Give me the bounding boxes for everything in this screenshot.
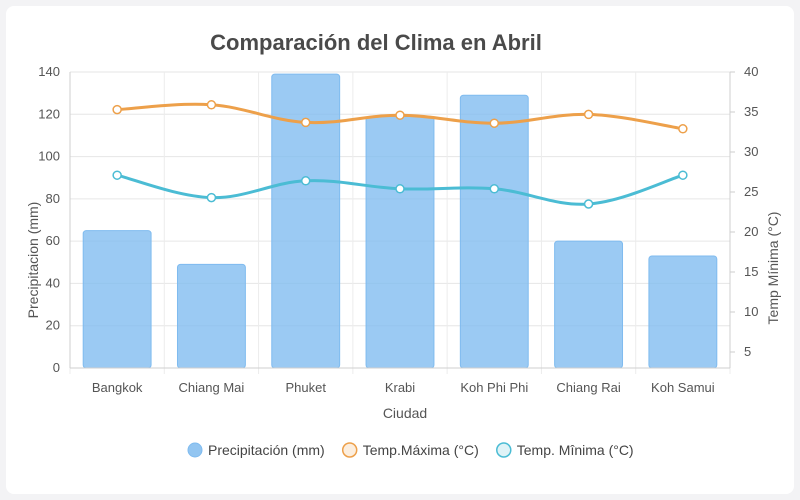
x-tick-label: Krabi bbox=[385, 380, 415, 395]
legend-swatch bbox=[187, 442, 203, 458]
bar bbox=[82, 230, 152, 369]
bar bbox=[554, 240, 624, 369]
temp-max-point bbox=[583, 109, 594, 120]
y2-tick-label: 5 bbox=[744, 344, 751, 359]
temp-min-point bbox=[489, 184, 500, 194]
x-axis-title: Ciudad bbox=[383, 405, 427, 421]
temp-min-point bbox=[300, 176, 311, 186]
temp-max-point bbox=[489, 118, 500, 128]
x-tick-label: Bangkok bbox=[92, 380, 143, 395]
legend-item: Temp. Mînima (°C) bbox=[496, 442, 634, 458]
chart-card: Comparación del Clima en Abril 0 20 40 60 80… bbox=[6, 6, 794, 494]
y2-tick-label: 40 bbox=[744, 64, 758, 79]
temp-max-point bbox=[206, 100, 217, 110]
legend-label: Temp.Máxima (°C) bbox=[363, 442, 479, 458]
x-tick-label: Chiang Mai bbox=[179, 380, 245, 395]
y-tick-label: 60 bbox=[46, 233, 60, 248]
y-tick-label: 0 bbox=[53, 360, 60, 375]
y-tick-label: 20 bbox=[46, 318, 60, 333]
x-tick-label: Koh Phi Phi bbox=[460, 380, 528, 395]
x-tick-label: Phuket bbox=[285, 380, 326, 395]
temp-min-point bbox=[395, 184, 405, 194]
bar bbox=[365, 115, 435, 369]
temp-max-point bbox=[112, 104, 122, 115]
bar bbox=[176, 263, 246, 369]
y2-tick-label: 15 bbox=[744, 264, 758, 279]
chart-title: Comparación del Clima en Abril bbox=[210, 30, 542, 55]
temp-min-point bbox=[583, 199, 594, 209]
y2-tick-label: 35 bbox=[744, 104, 758, 119]
legend-swatch bbox=[341, 442, 358, 458]
temp-max-point bbox=[300, 117, 311, 128]
legend-item: Precipitación (mm) bbox=[187, 442, 325, 458]
y2-tick-label: 20 bbox=[744, 224, 758, 239]
y2-axis-title: Temp Mínima (°C) bbox=[765, 212, 781, 325]
x-tick-label: Koh Samui bbox=[651, 380, 715, 395]
climate-chart: Comparación del Clima en Abril 0 20 40 60 80… bbox=[25, 30, 781, 458]
temp-min-point bbox=[206, 192, 217, 203]
temp-min-point bbox=[678, 170, 688, 180]
temp-max-point bbox=[395, 110, 405, 120]
legend-label: Temp. Mînima (°C) bbox=[517, 442, 634, 458]
bar-series bbox=[82, 73, 718, 369]
temp-max-point bbox=[678, 124, 688, 134]
y-tick-label: 100 bbox=[38, 149, 60, 164]
legend: Precipitación (mm) Temp.Máxima (°C) Temp. … bbox=[187, 442, 634, 458]
axes bbox=[69, 71, 735, 369]
temp-min-point bbox=[112, 170, 122, 180]
y2-tick-label: 25 bbox=[744, 184, 758, 199]
y-tick-label: 140 bbox=[38, 64, 60, 79]
line-series bbox=[112, 100, 688, 209]
y-tick-label: 120 bbox=[38, 106, 60, 121]
legend-item: Temp.Máxima (°C) bbox=[341, 442, 479, 458]
bar bbox=[459, 94, 529, 369]
legend-swatch bbox=[496, 442, 512, 458]
tick-labels: 0 20 40 60 80 100 120 140 5 10 15 20 25 30 35 40 Bangkok… bbox=[38, 64, 758, 395]
y-axis-title: Precipitacion (mm) bbox=[25, 202, 41, 319]
y2-tick-label: 10 bbox=[744, 304, 758, 319]
x-tick-label: Chiang Rai bbox=[556, 380, 620, 395]
y2-tick-label: 30 bbox=[744, 144, 758, 159]
y-tick-label: 40 bbox=[46, 275, 60, 290]
legend-label: Precipitación (mm) bbox=[208, 442, 325, 458]
bar bbox=[648, 255, 718, 369]
y-tick-label: 80 bbox=[46, 191, 60, 206]
